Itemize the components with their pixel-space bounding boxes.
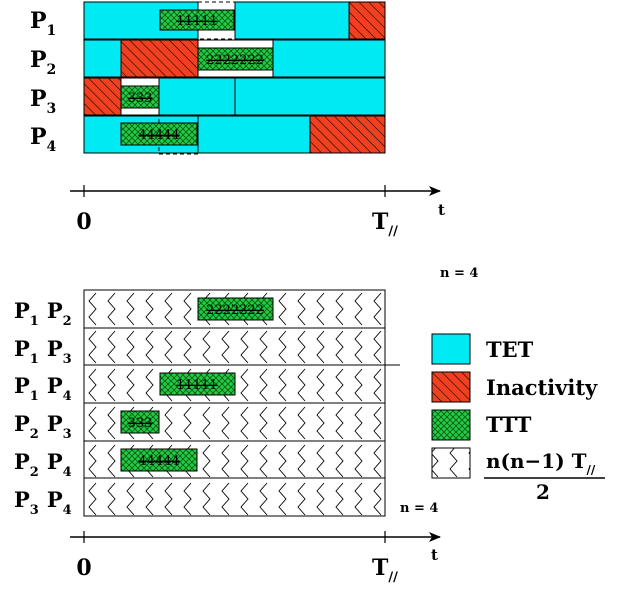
p1-tet-block [234,1,350,40]
p3-tet-block [158,77,236,116]
p3-ttt-block [120,85,160,109]
legend: TET Inactivity TTT n(n−1) T// 2 [431,333,605,504]
pair-label-p3-p4: P3 P4 [14,487,72,518]
top-time-axis: 0 T// t [70,185,445,239]
bottom-axis-end-label: T// [372,555,398,585]
top-row-label-p4: P4 [30,124,57,155]
pair-p2p4-ttt-block [120,448,198,472]
pair-p1p2-task-label: 2222222 [206,303,264,318]
legend-tet-label: TET [486,337,534,362]
n-label-top: n = 4 [440,266,478,281]
top-diagram: P1 P2 P3 P4 11111 2222222 333 44444 [30,1,445,239]
bottom-diagram: n = 4 P1 P2 P1 P3 P1 P4 P2 P3 P2 P4 P3 P4 2222… [14,266,478,585]
pair-label-p1-p4: P1 P4 [14,373,72,404]
pair-p1p2-ttt-block [197,297,274,321]
pair-label-p1-p2: P1 P2 [14,298,72,329]
n-label-bottom: n = 4 [400,501,438,516]
top-row-label-p2: P2 [30,47,56,78]
top-axis-origin: 0 [76,209,91,235]
p3-tet-block [234,77,386,116]
bottom-axis-origin: 0 [76,555,91,581]
pair-p2p4-task-label: 44444 [138,454,179,469]
pair-p1p4-ttt-block [159,372,236,396]
bottom-time-axis: 0 T// t [70,531,441,585]
pair-p2p3-ttt-block [120,410,160,434]
bottom-axis-var: t [431,546,438,564]
pair-p2p3-task-label: 333 [128,416,153,431]
p1-inactivity-block [348,1,386,40]
p1-task-label: 11111 [176,14,217,29]
p2-tet-block [272,39,386,78]
legend-ttt-label: TTT [486,412,532,437]
p2-inactivity-block [120,39,199,78]
legend-ttt-swatch [431,409,471,441]
top-row-label-p3: P3 [30,86,56,117]
pair-label-p1-p3: P1 P3 [14,336,72,367]
p4-ttt-block [120,122,198,146]
pair-label-p2-p4: P2 P4 [14,449,72,480]
legend-formula-numerator: n(n−1) T// [486,449,596,477]
top-row-label-p1: P1 [30,8,56,39]
legend-inactivity-label: Inactivity [486,375,598,400]
p4-inactivity-block [309,115,386,154]
top-axis-end-label: T// [372,209,398,239]
p2-ttt-block [197,47,274,71]
p3-inactivity-block [83,77,122,116]
p2-tet-block [83,39,122,78]
p1-ttt-block [159,9,235,31]
pair-p1p4-task-label: 11111 [176,378,217,393]
pair-labels: P1 P2 P1 P3 P1 P4 P2 P3 P2 P4 P3 P4 [14,298,72,518]
p3-task-label: 333 [128,91,153,106]
legend-tet-swatch [431,333,471,365]
legend-formula-denominator: 2 [536,480,550,504]
p4-task-label: 44444 [138,128,179,143]
top-axis-var: t [438,201,445,219]
p2-task-label: 2222222 [206,53,264,68]
legend-pair-swatch [431,447,471,479]
pair-label-p2-p3: P2 P3 [14,411,72,442]
legend-inactivity-swatch [431,371,471,403]
p4-tet-block [197,115,311,154]
top-row-labels: P1 P2 P3 P4 [30,8,57,155]
